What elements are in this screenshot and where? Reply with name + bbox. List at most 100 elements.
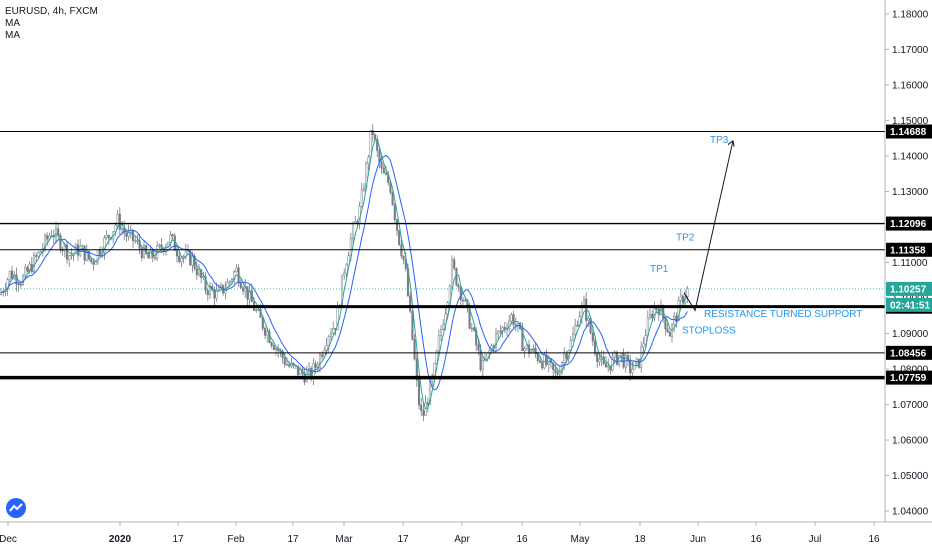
candle-body	[523, 348, 526, 352]
candle-body	[393, 204, 396, 220]
candle-body	[398, 230, 401, 245]
time-tick-label: May	[571, 534, 590, 545]
level-price-tag: 1.07759	[890, 373, 927, 384]
candle-body	[686, 287, 689, 298]
candle-body	[142, 245, 146, 258]
level-price-tag: 1.08456	[890, 348, 927, 359]
candle-body	[615, 351, 619, 365]
candle-body	[98, 249, 102, 255]
candle-body	[43, 235, 47, 249]
candle-body	[169, 234, 172, 243]
bar-countdown-tag-box	[886, 297, 932, 312]
candle-body	[65, 244, 69, 260]
candle-body	[433, 363, 436, 376]
candle-body	[552, 362, 555, 370]
ma-slow-line	[0, 154, 688, 391]
tradingview-logo-icon[interactable]	[6, 498, 26, 518]
candle-body	[666, 328, 669, 333]
candle-body	[620, 353, 623, 356]
candle-body	[369, 130, 372, 158]
candle-body	[475, 330, 478, 346]
time-tick-label: 2020	[109, 534, 132, 545]
candle-body	[173, 235, 176, 251]
candle-body	[266, 331, 269, 336]
candle-body	[318, 354, 322, 368]
level-price-tag-box	[886, 216, 932, 231]
candle-body	[118, 213, 121, 230]
candle-body	[457, 284, 460, 288]
candle-body	[565, 354, 568, 359]
candle-body	[582, 298, 586, 306]
candle-body	[158, 244, 161, 247]
candle-body	[360, 189, 363, 207]
price-tick-label: 1.08000	[892, 365, 929, 376]
candle-body	[574, 325, 577, 335]
candle-body	[197, 269, 201, 276]
candle-body	[677, 300, 680, 322]
candle-body	[123, 227, 126, 234]
candle-body	[24, 267, 27, 277]
candle-body	[459, 286, 462, 301]
candle-body	[503, 326, 506, 329]
price-tick-label: 1.07000	[892, 400, 929, 411]
candle-body	[450, 259, 454, 287]
candle-body	[391, 192, 394, 205]
time-tick-label: 16	[516, 534, 528, 545]
candle-body	[651, 314, 654, 318]
time-axis[interactable]: Dec 2020 17 Feb 17 Mar 17 Apr 16 May 18 Jun 16 Jul 16	[0, 521, 932, 545]
candle-body	[70, 254, 73, 257]
candle-body	[17, 283, 20, 286]
candle-body	[494, 333, 498, 348]
chart-legend: EURUSD, 4h, FXCM MA MA	[5, 6, 98, 42]
ma-indicator-label-2[interactable]: MA	[5, 30, 20, 41]
moving-average-lines	[0, 137, 688, 409]
candle-body	[228, 280, 231, 283]
symbol-label[interactable]: EURUSD, 4h, FXCM	[5, 6, 98, 17]
candle-body	[481, 360, 484, 370]
candle-body	[477, 344, 480, 351]
candle-body	[180, 258, 183, 262]
candle-body	[497, 330, 500, 335]
candle-body	[631, 368, 634, 374]
candle-body	[382, 167, 385, 174]
candle-body	[327, 336, 330, 346]
candle-body	[272, 345, 275, 350]
candle-body	[470, 327, 473, 330]
candle-body	[90, 258, 93, 262]
candle-body	[604, 363, 608, 368]
candle-body	[607, 365, 610, 368]
price-axis[interactable]: 1.18000 1.17000 1.16000 1.15000 1.14000 1.130…	[884, 0, 932, 522]
candle-body	[596, 353, 599, 362]
candle-body	[19, 284, 22, 286]
candle-body	[521, 328, 524, 352]
candle-body	[171, 234, 174, 237]
candle-body	[175, 250, 179, 257]
candle-body	[140, 248, 143, 258]
candle-body	[92, 261, 95, 265]
candle-body	[514, 324, 517, 326]
candle-body	[213, 289, 216, 299]
candle-body	[347, 255, 350, 266]
candle-body	[343, 272, 346, 276]
candle-body	[541, 362, 544, 369]
price-tick-label: 1.09000	[892, 329, 929, 340]
price-tick-label: 1.05000	[892, 471, 929, 482]
price-tick-label: 1.16000	[892, 80, 929, 91]
candle-body	[576, 325, 579, 327]
candle-body	[54, 228, 58, 238]
candle-body	[83, 245, 86, 261]
candle-body	[472, 327, 476, 331]
time-tick-label: Jun	[690, 534, 706, 545]
candle-body	[554, 369, 557, 373]
candle-body	[464, 299, 467, 302]
time-tick-label: 17	[287, 534, 299, 545]
ma-indicator-label-1[interactable]: MA	[5, 18, 20, 29]
candle-body	[263, 328, 267, 336]
candle-body	[442, 324, 445, 330]
candle-body	[400, 244, 403, 257]
candle-body	[538, 360, 542, 363]
candle-body	[512, 314, 515, 326]
candle-body	[591, 332, 594, 342]
candle-body	[105, 234, 108, 238]
